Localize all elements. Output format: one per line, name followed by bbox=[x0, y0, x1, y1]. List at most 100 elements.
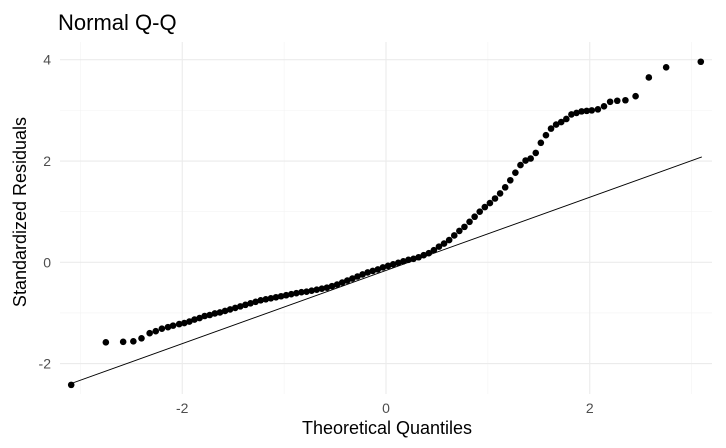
data-point bbox=[221, 307, 229, 315]
tick-labels: -2 0 2 -2 0 2 4 bbox=[39, 52, 594, 416]
data-point bbox=[578, 108, 585, 115]
data-point bbox=[216, 309, 224, 316]
data-point bbox=[359, 271, 366, 278]
data-point bbox=[600, 103, 608, 110]
data-point bbox=[303, 288, 310, 295]
data-point bbox=[146, 329, 153, 337]
data-point bbox=[293, 289, 300, 297]
data-point bbox=[568, 111, 575, 118]
data-point bbox=[196, 314, 203, 322]
data-point bbox=[522, 157, 529, 164]
data-point bbox=[369, 267, 377, 275]
data-point bbox=[588, 107, 596, 114]
y-axis-label: Standardized Residuals bbox=[10, 117, 30, 307]
data-point bbox=[450, 232, 458, 239]
points-layer bbox=[67, 58, 705, 389]
grid bbox=[60, 42, 712, 394]
data-point bbox=[323, 284, 331, 291]
data-point bbox=[445, 236, 453, 244]
data-point bbox=[308, 287, 315, 294]
data-point bbox=[481, 203, 489, 211]
data-point bbox=[252, 298, 259, 306]
data-point bbox=[573, 109, 580, 117]
data-point bbox=[394, 259, 402, 267]
data-point bbox=[206, 311, 214, 319]
data-point bbox=[175, 320, 183, 328]
reference-line-layer bbox=[70, 156, 702, 385]
x-tick-label: -2 bbox=[176, 400, 189, 416]
data-point bbox=[328, 282, 336, 290]
y-tick-label: 4 bbox=[43, 52, 51, 68]
data-point bbox=[338, 279, 346, 286]
data-point bbox=[242, 301, 249, 309]
data-point bbox=[537, 139, 545, 147]
y-tick-label: 2 bbox=[43, 153, 51, 169]
data-point bbox=[277, 292, 285, 300]
data-point bbox=[158, 325, 166, 332]
data-point bbox=[354, 273, 361, 280]
data-point bbox=[512, 169, 519, 176]
data-point bbox=[496, 190, 504, 197]
data-point bbox=[547, 125, 555, 132]
data-point bbox=[476, 208, 484, 215]
data-point bbox=[501, 184, 509, 191]
data-point bbox=[119, 338, 127, 346]
data-point bbox=[632, 92, 639, 100]
data-point bbox=[130, 338, 137, 345]
data-point bbox=[542, 131, 550, 139]
data-point bbox=[613, 97, 621, 105]
data-point bbox=[527, 155, 534, 162]
data-point bbox=[379, 264, 387, 271]
data-point bbox=[102, 339, 110, 346]
data-point bbox=[532, 149, 540, 157]
data-point bbox=[186, 318, 193, 325]
data-point bbox=[606, 98, 614, 106]
data-point bbox=[456, 227, 463, 235]
data-point bbox=[471, 213, 478, 221]
data-point bbox=[237, 303, 244, 310]
data-point bbox=[138, 334, 145, 342]
data-point bbox=[364, 269, 371, 276]
data-point bbox=[318, 285, 326, 292]
data-point bbox=[298, 288, 305, 296]
data-point bbox=[267, 294, 275, 302]
data-point bbox=[333, 281, 341, 288]
data-point bbox=[272, 293, 280, 301]
data-point bbox=[67, 381, 75, 389]
data-point bbox=[201, 312, 208, 320]
data-point bbox=[563, 115, 570, 123]
data-point bbox=[420, 251, 427, 259]
reference-line bbox=[70, 156, 702, 385]
x-axis-label: Theoretical Quantiles bbox=[302, 418, 472, 438]
data-point bbox=[247, 300, 254, 307]
data-point bbox=[262, 295, 270, 303]
data-point bbox=[430, 246, 438, 254]
data-point bbox=[415, 253, 422, 261]
data-point bbox=[282, 291, 290, 299]
data-point bbox=[517, 161, 524, 169]
y-tick-label: 0 bbox=[43, 254, 51, 270]
data-point bbox=[349, 275, 356, 282]
data-point bbox=[622, 96, 629, 104]
y-tick-label: -2 bbox=[39, 356, 52, 372]
data-point bbox=[164, 323, 172, 331]
data-point bbox=[466, 218, 473, 226]
data-point bbox=[169, 322, 177, 329]
data-point bbox=[374, 266, 382, 273]
data-point bbox=[697, 58, 705, 66]
data-point bbox=[313, 286, 321, 293]
data-point bbox=[343, 277, 351, 284]
data-point bbox=[384, 262, 392, 270]
data-point bbox=[410, 255, 417, 263]
data-point bbox=[583, 107, 590, 115]
data-point bbox=[226, 306, 234, 313]
data-point bbox=[506, 176, 514, 184]
chart-title: Normal Q-Q bbox=[58, 10, 177, 35]
data-point bbox=[557, 118, 565, 126]
data-point bbox=[552, 121, 560, 128]
data-point bbox=[594, 106, 602, 113]
data-point bbox=[400, 258, 407, 265]
data-point bbox=[435, 243, 443, 250]
x-tick-label: 2 bbox=[586, 400, 594, 416]
